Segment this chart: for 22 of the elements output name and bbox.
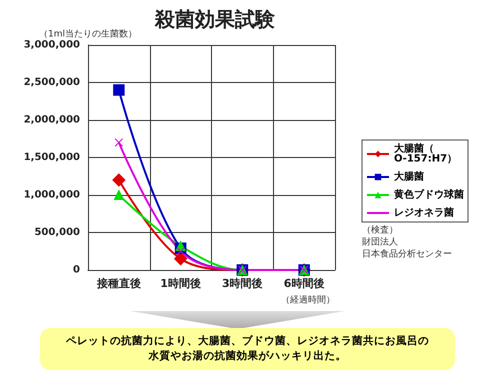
y-tick-label: 2,500,000 bbox=[24, 77, 80, 88]
y-tick-label: 1,500,000 bbox=[24, 152, 80, 163]
chart-title: 殺菌効果試験 bbox=[154, 7, 276, 31]
y-tick-label: 500,000 bbox=[34, 227, 80, 238]
y-tick-label: 0 bbox=[73, 264, 80, 276]
text: 財団法人 bbox=[362, 236, 398, 248]
legend-label: 大腸菌（O-157:H7） bbox=[393, 142, 458, 164]
x-tick-label: 1時間後 bbox=[160, 277, 201, 290]
x-tick-label: 接種直後 bbox=[96, 277, 141, 290]
text: （検査） bbox=[362, 224, 398, 236]
y-tick-label: 1,000,000 bbox=[24, 190, 80, 200]
legend-label: 黄色ブドウ球菌 bbox=[393, 188, 464, 200]
y-tick-label: 2,000,000 bbox=[24, 114, 80, 126]
x-tick-label: 3時間後 bbox=[222, 277, 263, 290]
y-axis-title: （1ml当たりの生菌数） bbox=[39, 28, 137, 40]
legend-label: 大腸菌 bbox=[393, 170, 424, 182]
text: ペレットの抗菌力により、大腸菌、ブドウ菌、レジオネラ菌共にお風呂の水質やお湯の抗菌効果がハッキリ出た。 bbox=[40, 328, 455, 370]
y-tick-label: 3,000,000 bbox=[24, 40, 80, 50]
legend-label: レジオネラ菌 bbox=[394, 206, 454, 218]
x-tick-label: 6時間後 bbox=[284, 277, 324, 290]
x-axis-title: （経過時間） bbox=[281, 294, 335, 306]
text: 日本食品分析センター bbox=[362, 248, 452, 260]
